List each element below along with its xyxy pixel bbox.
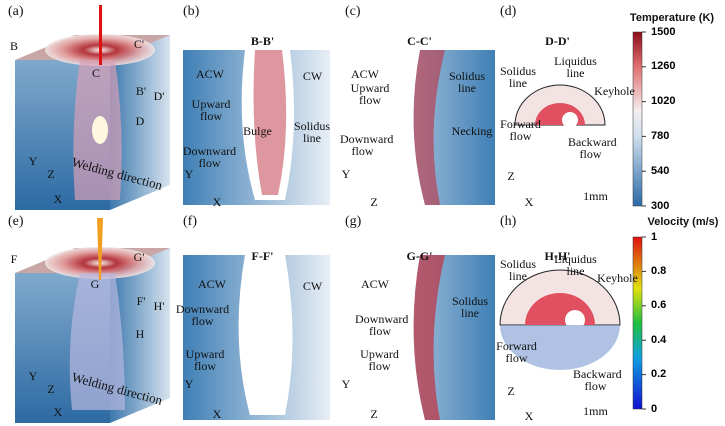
- annotation: G: [90, 277, 100, 291]
- annotation: Backward flow: [568, 135, 617, 161]
- annotation: Liquidus line: [554, 54, 597, 80]
- annotation: D: [135, 114, 145, 128]
- colorbar-tick-label: 1500: [651, 25, 676, 38]
- annotation: Y: [184, 167, 194, 181]
- annotation: X: [524, 409, 534, 423]
- annotation: Liquidus line: [554, 252, 597, 278]
- annotation: D': [153, 89, 165, 103]
- annotation: Y: [184, 377, 194, 391]
- annotation: Forward flow: [500, 117, 541, 143]
- colorbar-tick-label: 0.4: [651, 333, 667, 346]
- colorbar-tick-label: 300: [651, 199, 670, 212]
- panel-label: (h): [500, 214, 517, 229]
- panel-label: (f): [183, 214, 197, 229]
- annotation: G': [133, 250, 145, 264]
- annotation: Z: [370, 195, 378, 209]
- panel-label: (e): [8, 214, 24, 229]
- section-title: G-G': [406, 249, 433, 263]
- annotation: Solidus line: [448, 69, 485, 95]
- colorbar-tick-label: 540: [651, 164, 670, 177]
- annotation: Keyhole: [597, 271, 638, 285]
- annotation: Bulge: [243, 124, 272, 138]
- annotation: Y: [28, 369, 38, 383]
- annotation: CW: [302, 69, 323, 83]
- colorbar-title: Temperature (K): [629, 12, 715, 24]
- colorbar-tick-label: 0.6: [651, 299, 667, 312]
- annotation: X: [524, 195, 534, 209]
- annotation: ACW: [198, 277, 226, 291]
- colorbar-temperature: [632, 31, 643, 207]
- annotation: Z: [507, 169, 515, 183]
- panel-label: (d): [500, 4, 517, 19]
- annotation: Z: [47, 167, 55, 181]
- annotation: Y: [28, 154, 38, 168]
- annotation: Downward flow: [175, 302, 230, 328]
- colorbar-tick-label: 0.2: [651, 368, 667, 381]
- section-title: B-B': [250, 34, 275, 48]
- annotation: Keyhole: [594, 84, 635, 98]
- section-title: F-F': [251, 249, 274, 263]
- panel-label: (b): [183, 4, 200, 19]
- colorbar-tick-label: 1: [651, 230, 658, 243]
- section-title: H-H': [544, 249, 571, 263]
- colorbar-tick-label: 0.8: [651, 264, 667, 277]
- annotation: Z: [370, 407, 378, 421]
- annotation: ACW: [351, 67, 379, 81]
- panel-e-graphic: [15, 218, 170, 423]
- annotation: CW: [302, 279, 323, 293]
- annotation: Necking: [451, 124, 493, 138]
- annotation: 1mm: [583, 189, 608, 203]
- annotation: Upward flow: [185, 347, 225, 373]
- annotation: Backward flow: [573, 367, 622, 393]
- annotation: C: [91, 66, 100, 80]
- annotation: X: [53, 405, 63, 419]
- annotation: X: [212, 195, 222, 209]
- annotation: Solidus line: [499, 257, 536, 283]
- panel-label: (c): [345, 4, 361, 19]
- annotation: B: [9, 39, 18, 53]
- annotation: H': [153, 299, 165, 313]
- annotation: X: [53, 192, 63, 206]
- section-title: D-D': [545, 34, 570, 48]
- annotation: F': [136, 294, 146, 308]
- annotation: Y: [341, 167, 351, 181]
- annotation: Solidus line: [499, 64, 536, 90]
- section-title: C-C': [407, 34, 432, 48]
- colorbar-tick-label: 780: [651, 129, 670, 142]
- annotation: B': [135, 84, 147, 98]
- annotation: Downward flow: [355, 312, 409, 338]
- annotation: Forward flow: [496, 339, 537, 365]
- annotation: F: [10, 252, 18, 266]
- section-graphics: [183, 50, 621, 420]
- annotation: Upward flow: [191, 97, 231, 123]
- panel-label: (g): [345, 214, 362, 229]
- colorbar-velocity: [632, 236, 643, 410]
- annotation: Upward flow: [350, 81, 390, 107]
- annotation: X: [212, 407, 222, 421]
- annotation: 1mm: [583, 404, 608, 418]
- annotation: Y: [341, 377, 351, 391]
- annotation: Z: [507, 384, 515, 398]
- annotation: Downward flow: [182, 144, 237, 170]
- annotation: ACW: [361, 277, 389, 291]
- panel-label: (a): [8, 4, 24, 19]
- colorbar-tick-label: 1020: [651, 95, 676, 108]
- panel-a-graphic: [15, 5, 170, 210]
- annotation: Solidus line: [293, 119, 330, 145]
- colorbar-tick-label: 0: [651, 402, 658, 415]
- colorbar-tick-label: 1260: [651, 60, 676, 73]
- colorbar-title: Velocity (m/s): [647, 216, 719, 228]
- annotation: Downward flow: [340, 132, 394, 158]
- annotation: ACW: [196, 67, 224, 81]
- annotation: Solidus line: [451, 294, 488, 320]
- annotation: C': [133, 37, 145, 51]
- annotation: Z: [47, 382, 55, 396]
- annotation: Upward flow: [360, 347, 399, 373]
- annotation: H: [135, 327, 145, 341]
